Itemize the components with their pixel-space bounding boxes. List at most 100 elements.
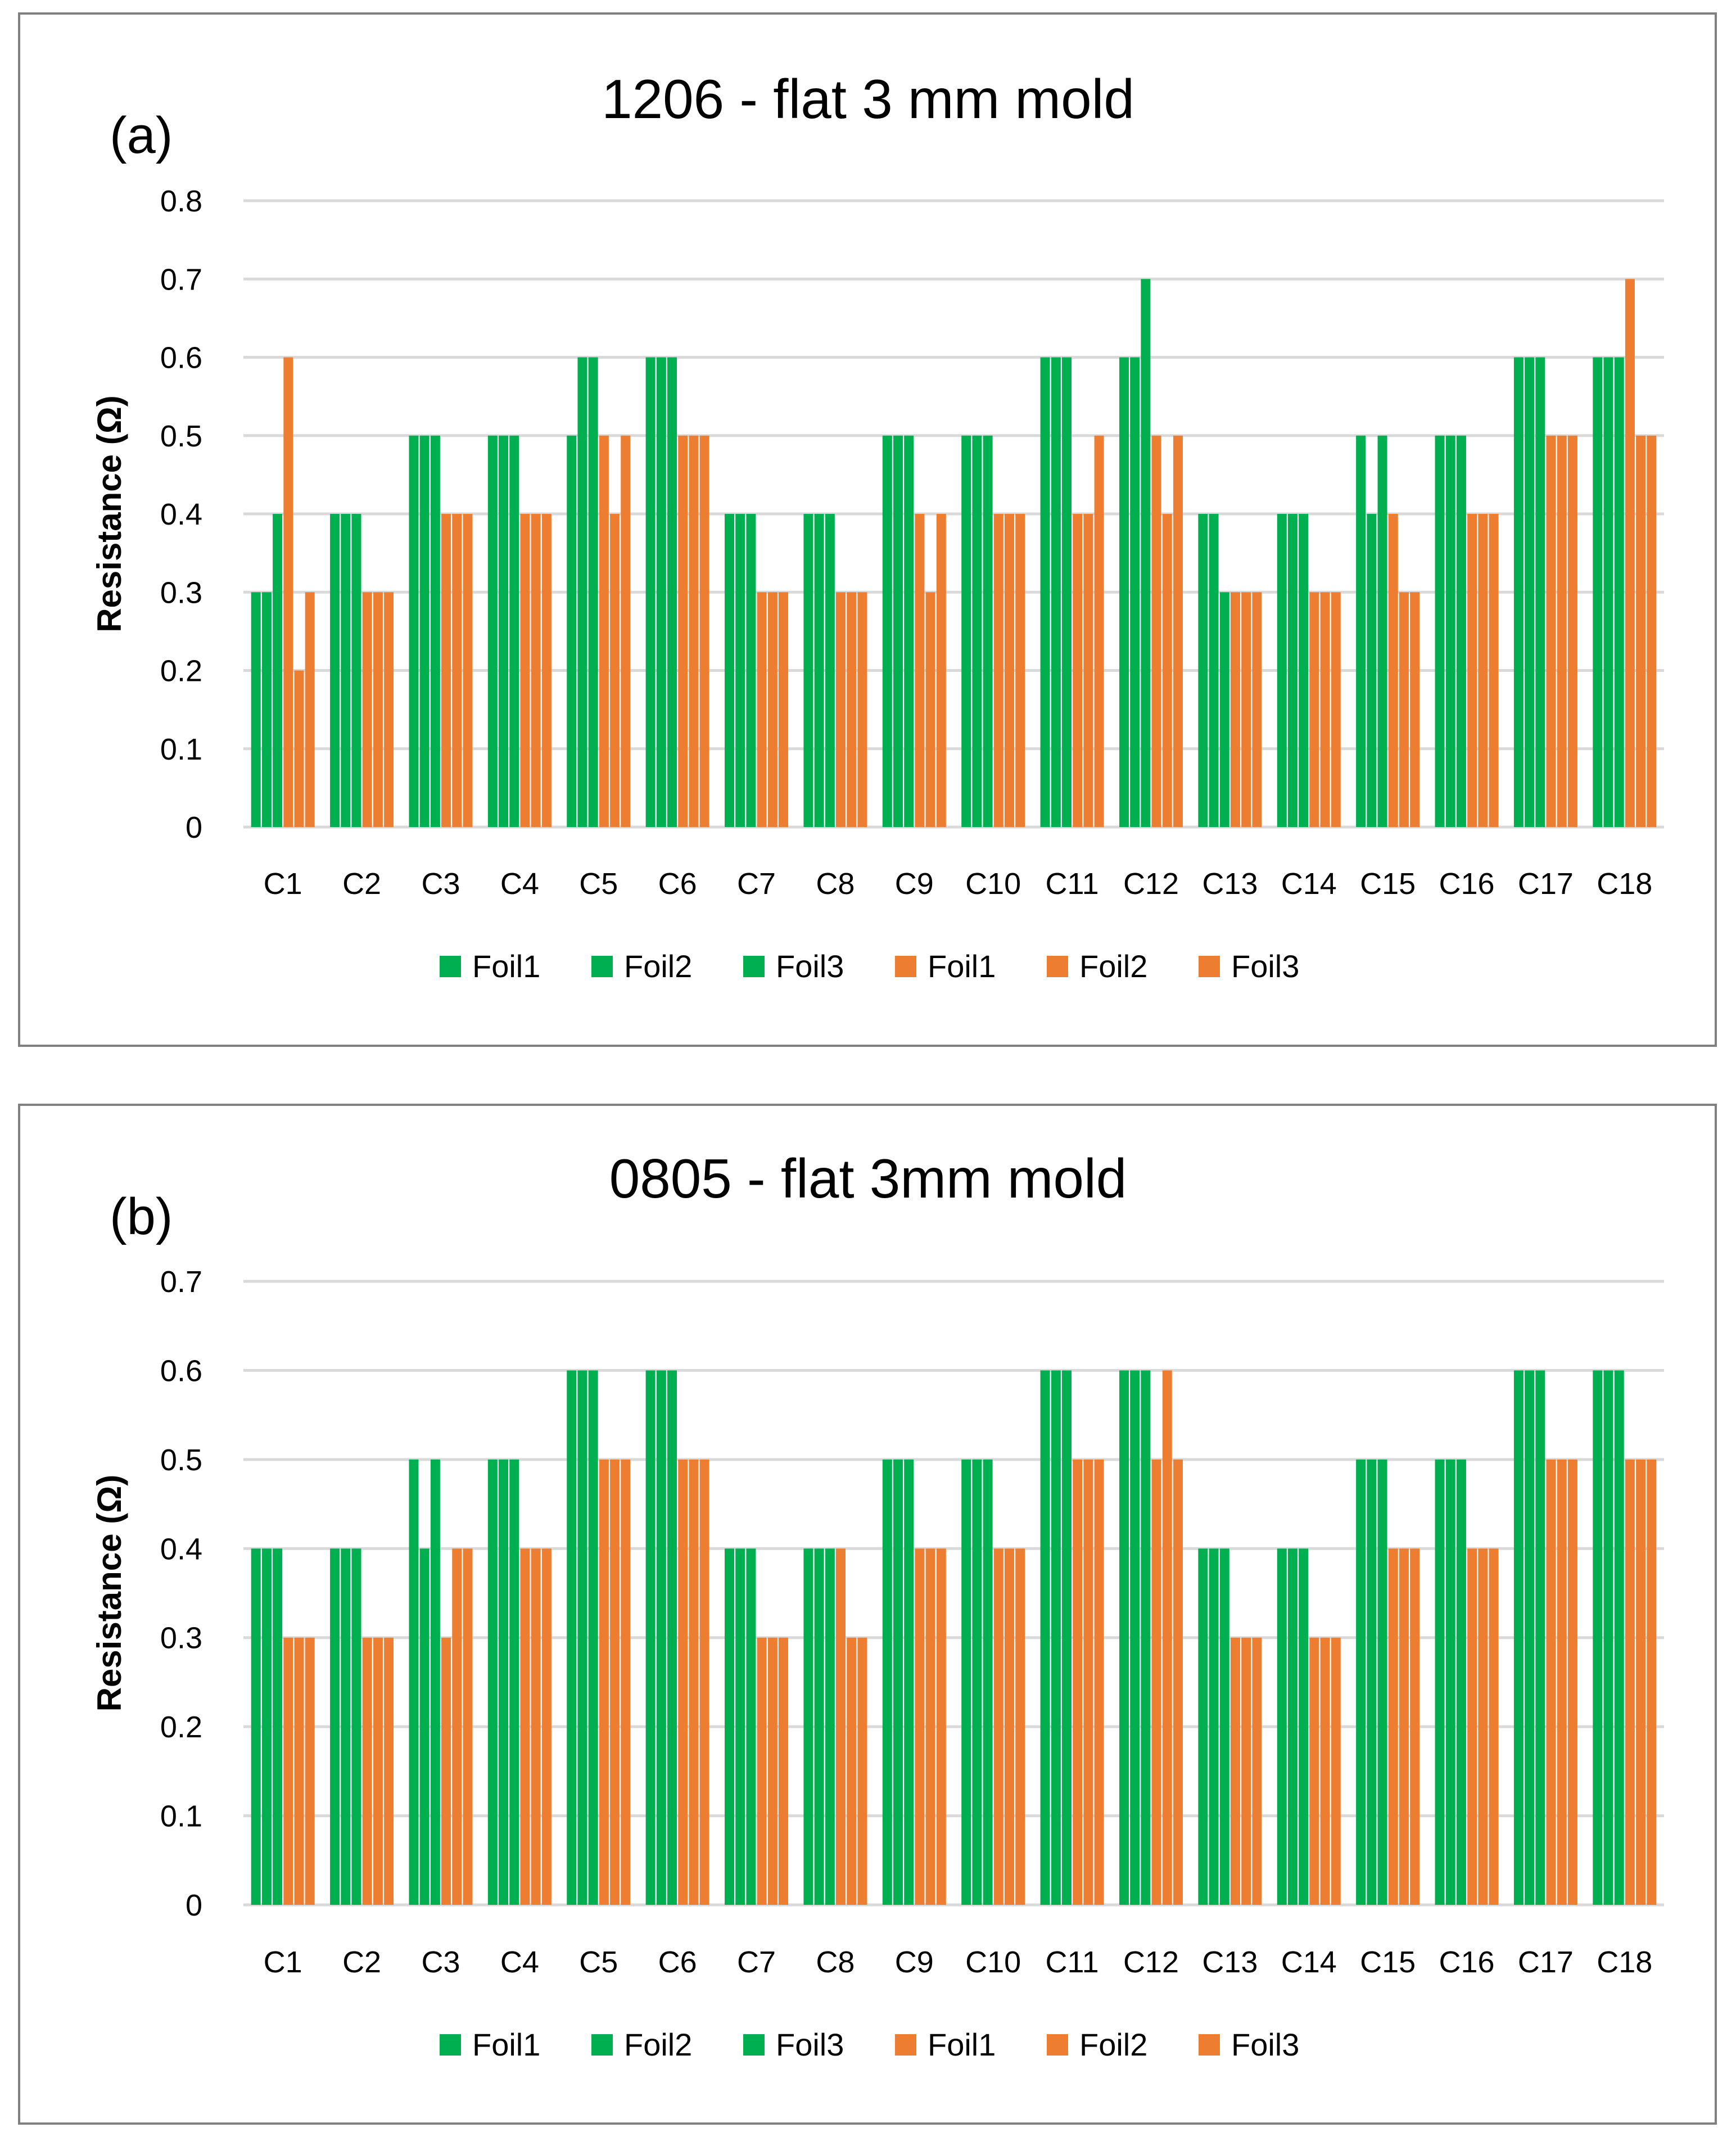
- bar-C17-green-Foil3: [1535, 1370, 1545, 1905]
- bar-C14-green-Foil3: [1299, 514, 1309, 827]
- bar-C7-orange-Foil2: [767, 1637, 777, 1905]
- bar-C9-orange-Foil1: [915, 514, 925, 827]
- bar-C8-orange-Foil3: [857, 592, 867, 827]
- legend-swatch: [1047, 956, 1068, 977]
- bar-C14-orange-Foil1: [1309, 1637, 1319, 1905]
- bar-C6-orange-Foil3: [699, 1459, 709, 1905]
- chart-border: [18, 1104, 1717, 2125]
- bar-C9-orange-Foil3: [936, 514, 946, 827]
- y-tick-label: 0.1: [160, 733, 202, 766]
- bar-C2-orange-Foil3: [384, 1637, 394, 1905]
- bar-C18-orange-Foil1: [1625, 1459, 1635, 1905]
- bar-C11-orange-Foil2: [1083, 514, 1093, 827]
- x-tick-label: C10: [965, 1945, 1021, 1979]
- legend-item: Foil3: [1199, 2027, 1299, 2062]
- x-tick-label: C11: [1046, 867, 1099, 901]
- legend-label: Foil1: [472, 2027, 540, 2062]
- bar-C16-green-Foil2: [1445, 1459, 1455, 1905]
- x-tick-label: C18: [1597, 867, 1652, 901]
- bar-C12-orange-Foil1: [1151, 435, 1161, 827]
- y-tick-label: 0.5: [160, 419, 202, 453]
- bar-C18-green-Foil3: [1614, 357, 1624, 827]
- bar-C3-green-Foil1: [409, 435, 419, 827]
- bar-C15-orange-Foil2: [1399, 1548, 1409, 1905]
- bar-C7-orange-Foil3: [779, 592, 789, 827]
- bar-C15-green-Foil2: [1367, 1459, 1377, 1905]
- bar-C14-orange-Foil1: [1309, 592, 1319, 827]
- x-tick-label: C11: [1046, 1945, 1099, 1979]
- bar-C9-green-Foil1: [882, 1459, 892, 1905]
- bar-C3-orange-Foil2: [452, 514, 462, 827]
- x-tick-label: C14: [1281, 867, 1337, 901]
- bar-C10-green-Foil1: [961, 435, 971, 827]
- bar-C1-orange-Foil3: [305, 592, 315, 827]
- bar-C2-orange-Foil1: [362, 1637, 372, 1905]
- x-tick-label: C7: [737, 867, 776, 901]
- bar-C2-green-Foil1: [330, 1548, 340, 1905]
- bar-C4-orange-Foil3: [541, 1548, 551, 1905]
- x-tick-label: C5: [579, 867, 618, 901]
- x-tick-label: C5: [579, 1945, 618, 1979]
- bar-C9-orange-Foil1: [915, 1548, 925, 1905]
- x-tick-label: C9: [895, 867, 934, 901]
- bar-C15-orange-Foil3: [1410, 592, 1420, 827]
- x-tick-label: C7: [737, 1945, 776, 1979]
- bar-C14-green-Foil2: [1287, 514, 1298, 827]
- bar-C6-orange-Foil2: [689, 1459, 699, 1905]
- x-tick-label: C8: [816, 1945, 855, 1979]
- bar-C5-orange-Foil3: [621, 435, 631, 827]
- bar-C15-green-Foil3: [1377, 1459, 1387, 1905]
- bar-C10-orange-Foil3: [1015, 1548, 1025, 1905]
- legend-swatch: [1047, 2034, 1068, 2056]
- panel-label: (a): [110, 107, 173, 164]
- y-tick-label: 0: [186, 1889, 202, 1922]
- x-tick-label: C9: [895, 1945, 934, 1979]
- bar-C15-orange-Foil1: [1388, 514, 1398, 827]
- bar-C8-orange-Foil1: [836, 592, 846, 827]
- bar-C6-green-Foil2: [656, 1370, 666, 1905]
- panel-label: (b): [110, 1188, 173, 1245]
- bar-C10-orange-Foil3: [1015, 514, 1025, 827]
- bar-C17-green-Foil2: [1525, 1370, 1535, 1905]
- bar-C5-green-Foil2: [577, 1370, 587, 1905]
- bar-C17-orange-Foil2: [1557, 1459, 1567, 1905]
- x-tick-label: C2: [342, 867, 381, 901]
- bar-C12-orange-Foil3: [1173, 435, 1183, 827]
- bar-C18-green-Foil1: [1593, 1370, 1603, 1905]
- legend-label: Foil2: [624, 948, 692, 984]
- legend-label: Foil3: [776, 948, 844, 984]
- legend-item: Foil1: [895, 2027, 996, 2062]
- x-tick-label: C8: [816, 867, 855, 901]
- bar-C11-orange-Foil1: [1073, 1459, 1083, 1905]
- bar-C18-orange-Foil3: [1647, 435, 1657, 827]
- bar-C11-orange-Foil3: [1094, 1459, 1104, 1905]
- bar-C18-green-Foil1: [1593, 357, 1603, 827]
- y-axis-label: Resistance (Ω): [91, 1475, 128, 1712]
- bar-C4-orange-Foil1: [520, 1548, 530, 1905]
- bar-C13-green-Foil3: [1219, 1548, 1229, 1905]
- bar-C4-green-Foil3: [509, 435, 519, 827]
- legend-label: Foil1: [472, 948, 540, 984]
- bar-C4-green-Foil1: [487, 1459, 498, 1905]
- bar-C1-green-Foil1: [251, 1548, 261, 1905]
- bar-C10-green-Foil2: [972, 435, 982, 827]
- bar-C14-orange-Foil3: [1331, 592, 1341, 827]
- bar-C11-green-Foil1: [1040, 357, 1050, 827]
- bar-C10-orange-Foil2: [1004, 1548, 1014, 1905]
- bar-C17-orange-Foil1: [1546, 435, 1556, 827]
- bar-C17-orange-Foil1: [1546, 1459, 1556, 1905]
- y-tick-label: 0.2: [160, 654, 202, 688]
- bar-C4-green-Foil2: [499, 1459, 509, 1905]
- legend-label: Foil2: [1079, 2027, 1147, 2062]
- bar-C16-orange-Foil3: [1489, 514, 1499, 827]
- bar-C1-green-Foil2: [261, 1548, 272, 1905]
- bar-C10-green-Foil3: [983, 1459, 993, 1905]
- bar-C7-orange-Foil3: [779, 1637, 789, 1905]
- bar-C16-green-Foil1: [1435, 1459, 1445, 1905]
- bar-C13-green-Foil3: [1219, 592, 1229, 827]
- y-tick-label: 0.6: [160, 1354, 202, 1388]
- bar-C12-orange-Foil2: [1162, 514, 1172, 827]
- legend-swatch: [743, 2034, 765, 2056]
- bar-C10-orange-Foil1: [993, 1548, 1003, 1905]
- bar-C17-orange-Foil3: [1567, 1459, 1577, 1905]
